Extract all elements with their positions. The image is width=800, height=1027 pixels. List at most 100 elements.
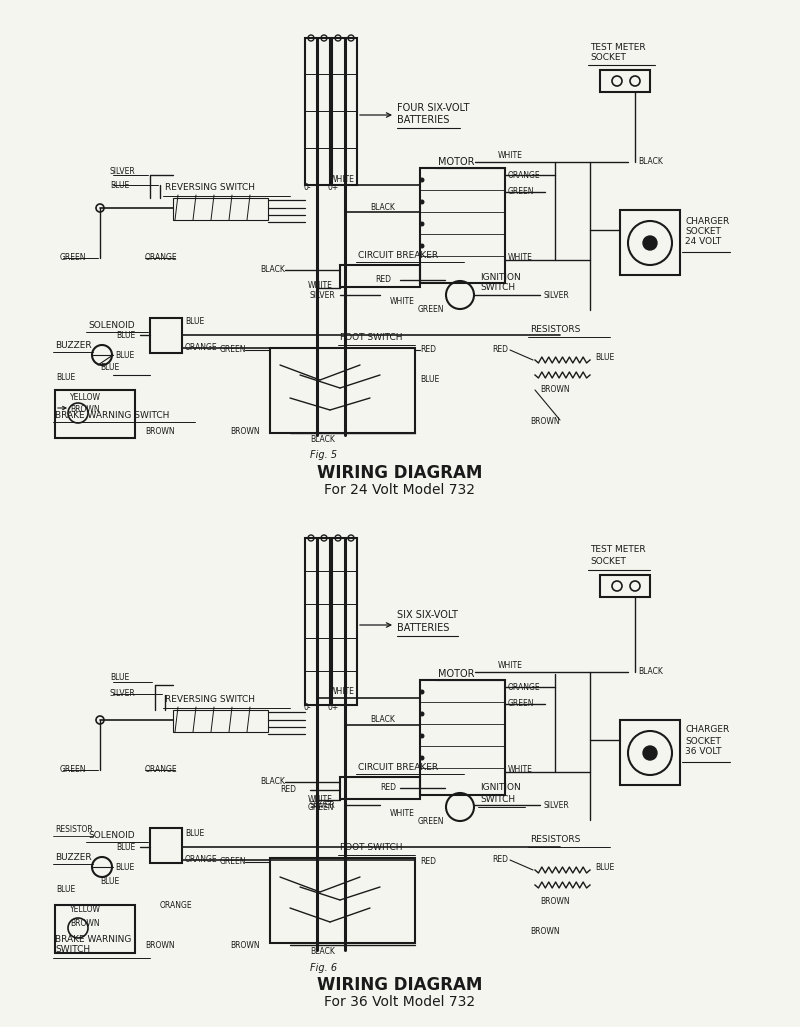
Text: BLACK: BLACK [310,948,335,956]
Bar [600,575,650,597]
Text: For 24 Volt Model 732: For 24 Volt Model 732 [325,483,475,497]
Text: SILVER: SILVER [310,291,336,300]
Bar [305,38,330,185]
Text: RED: RED [280,786,296,795]
Text: BATTERIES: BATTERIES [397,115,450,125]
Text: BLUE: BLUE [110,181,130,190]
Text: BLUE: BLUE [595,864,614,873]
Text: REVERSING SWITCH: REVERSING SWITCH [165,695,255,705]
Circle shape [420,222,424,226]
Circle shape [643,746,657,760]
Text: SIX SIX-VOLT: SIX SIX-VOLT [397,610,458,620]
Text: BLACK: BLACK [370,202,395,212]
Text: BLUE: BLUE [116,331,135,340]
Text: TEST METER: TEST METER [590,43,646,52]
Text: WHITE: WHITE [330,687,355,696]
Text: ORANGE: ORANGE [508,683,541,691]
Text: SWITCH: SWITCH [480,283,515,293]
Text: SWITCH: SWITCH [480,796,515,804]
Text: FOOT SWITCH: FOOT SWITCH [340,843,402,852]
Text: GREEN: GREEN [418,817,445,827]
Text: GREEN: GREEN [508,699,534,709]
Text: BLUE: BLUE [115,863,134,872]
Text: IGNITION: IGNITION [480,273,521,282]
Text: Fig. 5: Fig. 5 [310,450,337,460]
Text: BRAKE WARNING: BRAKE WARNING [55,936,131,945]
Bar [600,70,650,92]
Text: CIRCUIT BREAKER: CIRCUIT BREAKER [358,251,438,260]
Text: BROWN: BROWN [540,898,570,907]
Text: RED: RED [492,345,508,354]
Circle shape [420,200,424,204]
Text: RED: RED [420,345,436,354]
Bar [332,538,357,705]
Bar [150,318,182,353]
Text: CHARGER: CHARGER [685,725,730,734]
Text: BLUE: BLUE [56,885,75,895]
Text: SOLENOID: SOLENOID [88,320,134,330]
Text: ORANGE: ORANGE [145,254,178,263]
Text: BROWN: BROWN [530,418,560,426]
Text: BLACK: BLACK [370,716,395,724]
Circle shape [420,734,424,738]
Circle shape [420,690,424,694]
Text: GREEN: GREEN [60,254,86,263]
Text: RED: RED [375,275,391,284]
Text: FOOT SWITCH: FOOT SWITCH [340,334,402,342]
Text: ORANGE: ORANGE [160,901,193,910]
Text: BUZZER: BUZZER [55,341,92,349]
Circle shape [420,756,424,760]
Bar [55,390,135,438]
Text: WIRING DIAGRAM: WIRING DIAGRAM [318,464,482,482]
Bar [420,680,505,795]
Text: YELLOW: YELLOW [70,906,101,914]
Text: BLACK: BLACK [260,266,285,274]
Bar [173,710,268,732]
Text: BUZZER: BUZZER [55,853,92,863]
Bar [150,828,182,863]
Text: REVERSING SWITCH: REVERSING SWITCH [165,184,255,192]
Circle shape [643,236,657,250]
Bar [305,538,330,705]
Text: SOCKET: SOCKET [685,228,721,236]
Text: WHITE: WHITE [308,796,333,804]
Text: SWITCH: SWITCH [55,946,90,954]
Text: BLUE: BLUE [115,350,134,359]
Text: BROWN: BROWN [145,427,174,436]
Text: RESISTORS: RESISTORS [530,326,580,335]
Bar [620,210,680,275]
Text: GREEN: GREEN [308,803,334,812]
Text: GREEN: GREEN [220,345,246,354]
Text: BRAKE WARNING SWITCH: BRAKE WARNING SWITCH [55,411,170,419]
Text: Fig. 6: Fig. 6 [310,963,337,973]
Text: SILVER: SILVER [110,167,136,177]
Circle shape [420,178,424,182]
Bar [332,38,357,185]
Text: BLACK: BLACK [638,157,663,166]
Text: BLUE: BLUE [56,373,75,381]
Circle shape [420,244,424,248]
Text: BROWN: BROWN [530,927,560,937]
Text: 0-: 0- [303,703,310,713]
Text: ORANGE: ORANGE [185,343,218,352]
Text: MOTOR: MOTOR [438,157,474,167]
Text: RED: RED [492,855,508,865]
Text: BROWN: BROWN [70,406,100,415]
Text: 0+: 0+ [328,184,339,192]
Text: RED: RED [380,784,396,793]
Text: 36 VOLT: 36 VOLT [685,748,722,757]
Text: WHITE: WHITE [390,298,415,306]
Text: BLACK: BLACK [310,435,335,445]
Text: BLACK: BLACK [260,777,285,787]
Text: SOCKET: SOCKET [590,53,626,63]
Text: BLUE: BLUE [595,353,614,363]
Text: GREEN: GREEN [508,188,534,196]
Text: MOTOR: MOTOR [438,669,474,679]
Text: FOUR SIX-VOLT: FOUR SIX-VOLT [397,103,470,113]
Text: ORANGE: ORANGE [185,855,218,865]
Text: BLUE: BLUE [185,317,204,327]
Text: WHITE: WHITE [498,661,523,671]
Text: BLUE: BLUE [110,674,130,683]
Bar [55,905,135,953]
Text: 0-: 0- [303,184,310,192]
